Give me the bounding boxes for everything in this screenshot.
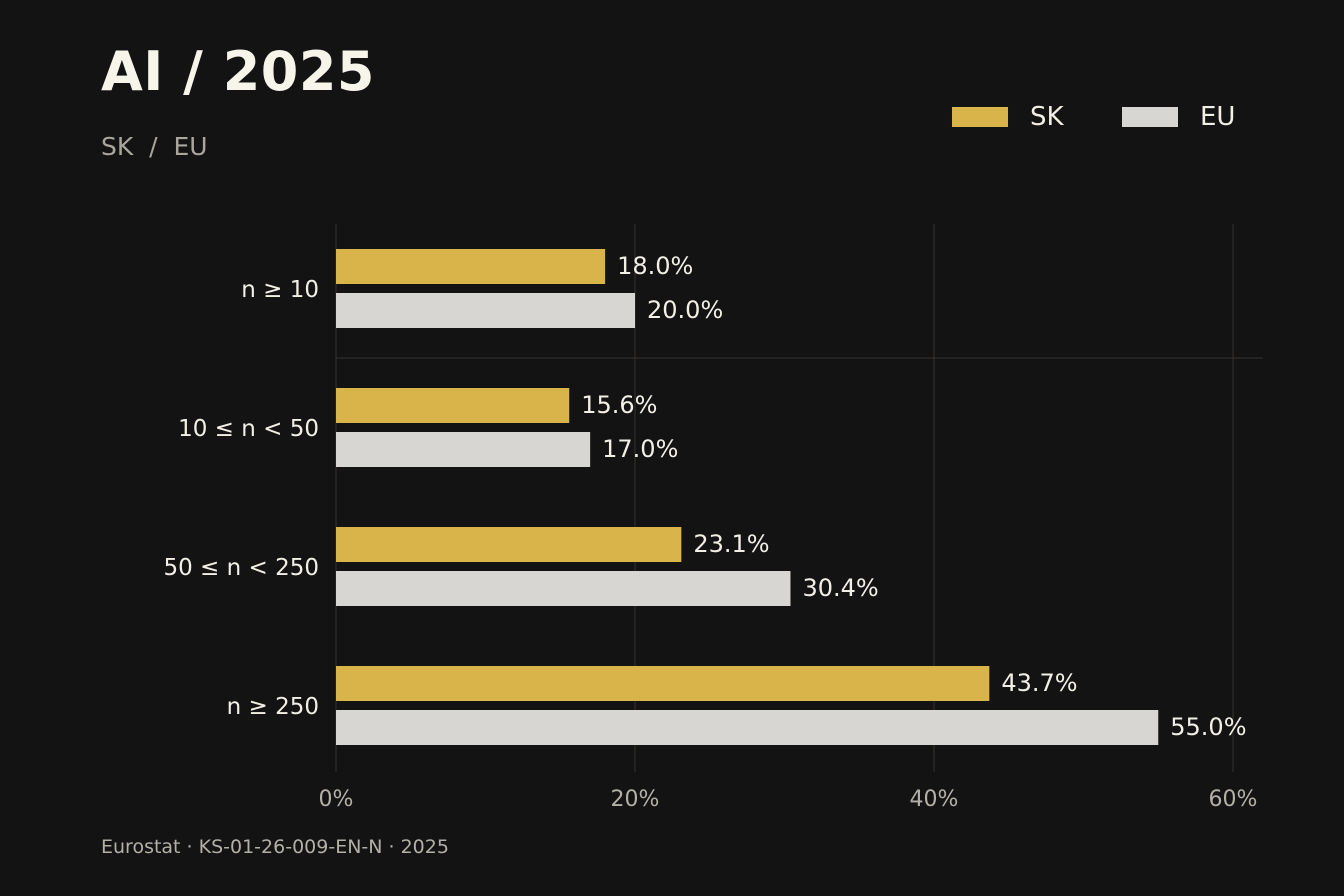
bar-sk: [336, 666, 990, 701]
legend-swatch-eu: [1122, 107, 1178, 127]
bar-value-label: 55.0%: [1170, 713, 1246, 741]
bar-eu: [336, 432, 591, 467]
x-tick-label: 60%: [1209, 787, 1258, 812]
chart-title: AI / 2025: [101, 40, 375, 103]
bar-eu: [336, 710, 1159, 745]
bar-value-label: 18.0%: [617, 252, 693, 280]
x-tick-label: 40%: [910, 787, 959, 812]
bar-sk: [336, 249, 606, 284]
legend-swatch-sk: [952, 107, 1008, 127]
bar-value-label: 30.4%: [802, 574, 878, 602]
bar-value-label: 17.0%: [602, 435, 678, 463]
bar-value-label: 20.0%: [647, 296, 723, 324]
category-label: 10 ≤ n < 50: [178, 416, 319, 442]
bar-value-label: 23.1%: [693, 530, 769, 558]
category-label: n ≥ 10: [241, 277, 319, 303]
bar-value-label: 15.6%: [581, 391, 657, 419]
category-label: n ≥ 250: [227, 694, 319, 720]
bar-value-label: 43.7%: [1001, 669, 1077, 697]
legend-label-eu: EU: [1200, 102, 1236, 132]
category-label: 50 ≤ n < 250: [163, 555, 319, 581]
legend-label-sk: SK: [1030, 102, 1064, 132]
chart-subtitle: SK / EU: [101, 132, 208, 161]
bar-eu: [336, 293, 635, 328]
x-tick-label: 0%: [319, 787, 354, 812]
source-note: Eurostat · KS-01-26-009-EN-N · 2025: [101, 836, 449, 858]
x-tick-label: 20%: [611, 787, 660, 812]
bar-sk: [336, 527, 682, 562]
bar-eu: [336, 571, 791, 606]
bar-sk: [336, 388, 570, 423]
